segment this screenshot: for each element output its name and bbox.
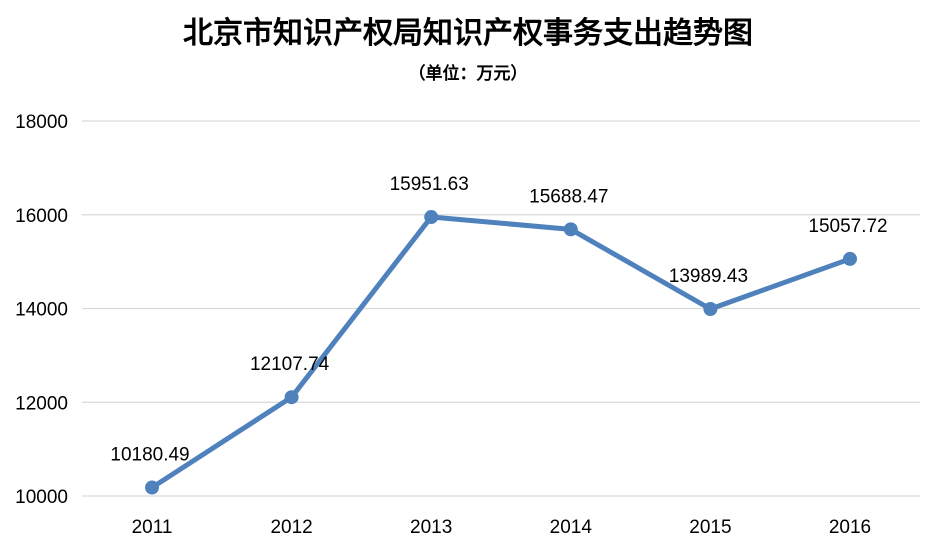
y-tick-label: 16000 [15, 206, 68, 227]
data-point [284, 390, 299, 405]
y-tick-label: 14000 [15, 300, 68, 321]
data-point [424, 210, 439, 225]
data-points [145, 210, 857, 495]
data-label: 10180.49 [110, 445, 189, 466]
data-point [703, 301, 718, 316]
x-tick-label: 2012 [270, 517, 312, 538]
y-tick-label: 10000 [15, 487, 68, 508]
data-point [563, 222, 578, 237]
data-point [843, 251, 857, 266]
data-label: 15951.63 [390, 174, 469, 195]
data-point [145, 480, 159, 495]
data-labels: 10180.49 12107.74 15951.63 15688.47 13989.43… [110, 174, 887, 466]
gridlines [82, 120, 920, 497]
data-label: 13989.43 [669, 266, 748, 287]
data-label: 15688.47 [529, 186, 608, 207]
x-tick-label: 2013 [410, 517, 452, 538]
y-tick-label: 18000 [15, 112, 68, 133]
x-tick-label: 2016 [829, 517, 871, 538]
x-tick-label: 2015 [689, 517, 731, 538]
y-tick-label: 12000 [15, 393, 68, 414]
data-label: 15057.72 [808, 216, 887, 237]
chart-title: 北京市知识产权局知识产权事务支出趋势图 [183, 16, 753, 51]
x-tick-label: 2014 [550, 517, 593, 538]
data-label: 12107.74 [250, 354, 330, 375]
x-axis-ticks: 2011 2012 2013 2014 2015 2016 [132, 517, 872, 538]
y-axis-ticks: 10000 12000 14000 16000 18000 [15, 112, 68, 508]
chart-subtitle: （单位：万元） [409, 63, 528, 84]
series-line [149, 214, 853, 491]
x-tick-label: 2011 [132, 517, 173, 538]
